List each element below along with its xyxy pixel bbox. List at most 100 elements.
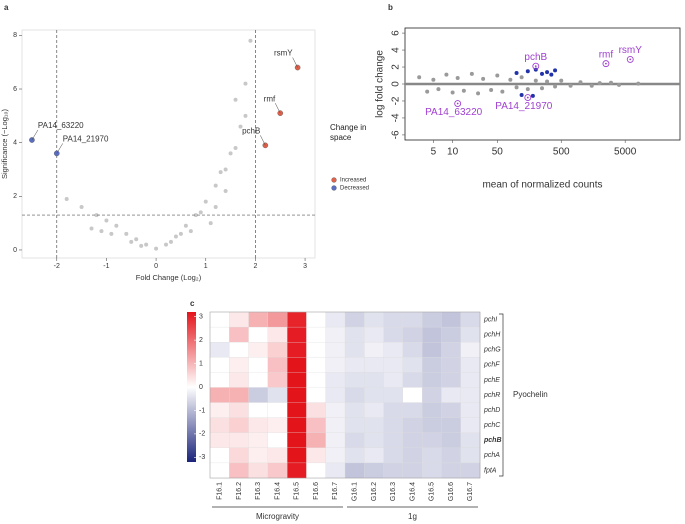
heat-cell (267, 417, 288, 434)
heat-cell (402, 432, 423, 449)
heat-cell (383, 402, 404, 418)
heat-cell (306, 326, 327, 343)
point (489, 87, 494, 92)
point (114, 223, 119, 228)
heat-cell (325, 462, 346, 479)
y-tick-label: -4 (391, 113, 402, 122)
x-tick-label: 5 (431, 147, 437, 158)
row-label: pchA (483, 452, 500, 459)
point (183, 223, 188, 228)
heat-cell (421, 342, 442, 358)
point (213, 205, 218, 210)
point-label: pchB (524, 52, 547, 63)
heat-cell (460, 311, 481, 328)
column-label: F16.7 (332, 482, 339, 500)
point-label: rsmY (619, 45, 643, 56)
heat-cell (286, 357, 307, 373)
heat-cell (286, 402, 307, 418)
heat-cell (267, 357, 288, 373)
heat-cell (229, 311, 249, 328)
marker-dot (534, 65, 537, 68)
heat-cell (402, 402, 423, 418)
heat-cell (286, 387, 307, 403)
heat-cell (383, 311, 404, 328)
point (636, 81, 641, 86)
heat-cell (248, 462, 269, 479)
heat-cell (286, 342, 307, 358)
heat-cell (306, 432, 327, 449)
heat-cell (383, 417, 404, 434)
point (519, 93, 524, 98)
point (525, 87, 530, 92)
heat-cell (248, 387, 269, 403)
heat-cell (421, 326, 442, 343)
column-label: F16.1 (216, 482, 223, 500)
heat-cell (209, 432, 230, 449)
heat-cell (325, 372, 346, 388)
point (228, 151, 233, 156)
heat-cell (364, 326, 384, 343)
heat-cell (229, 402, 249, 418)
color-bar (187, 312, 196, 462)
heat-cell (364, 462, 384, 479)
heat-cell (267, 432, 288, 449)
x-tick-label: -1 (103, 263, 109, 270)
point (243, 81, 248, 86)
point (559, 78, 564, 83)
point-label: PA14_21970 (495, 101, 553, 112)
point-label: rsmY (274, 49, 293, 58)
point (530, 93, 535, 98)
point (178, 231, 183, 236)
point (436, 87, 441, 92)
heat-cell (364, 417, 384, 434)
point (203, 199, 208, 204)
heat-cell (402, 372, 423, 388)
point (109, 231, 114, 236)
heat-cell (383, 447, 404, 464)
point (213, 183, 218, 188)
y-tick-label: 2 (391, 64, 402, 70)
row-label: pchI (483, 316, 497, 323)
marker (602, 60, 610, 68)
heat-cell (344, 357, 365, 373)
heat-cell (460, 357, 481, 373)
heat-cell (209, 342, 230, 358)
point (94, 213, 99, 218)
heat-cell (286, 432, 307, 449)
column-label: G16.3 (390, 482, 397, 501)
panel-label: c (190, 299, 195, 308)
point (545, 79, 550, 84)
heat-cell (383, 432, 404, 449)
heat-cell (441, 462, 462, 479)
row-label: pchC (483, 422, 501, 429)
row-group-label: Pyochelin (513, 390, 548, 399)
point (508, 77, 513, 82)
heat-cell (229, 342, 249, 358)
heat-cell (209, 447, 230, 464)
column-label: G16.1 (351, 482, 358, 501)
row-label: pchR (483, 392, 500, 399)
heat-cell (267, 311, 288, 328)
heat-cell (267, 372, 288, 388)
point (519, 75, 524, 80)
heat-cell (229, 372, 249, 388)
marker (532, 62, 540, 70)
y-axis-title: log fold change (375, 50, 386, 118)
x-tick-label: 50 (492, 147, 504, 158)
point (533, 78, 538, 83)
point (223, 188, 228, 193)
heat-cell (325, 311, 346, 328)
heat-cell (229, 417, 249, 434)
point (444, 72, 449, 77)
point (154, 246, 159, 251)
point (417, 75, 422, 80)
y-tick-label: 4 (391, 47, 402, 53)
point (188, 229, 193, 234)
heat-cell (421, 372, 442, 388)
marker (626, 55, 634, 63)
heat-cell (441, 342, 462, 358)
point (193, 213, 198, 218)
point (134, 237, 139, 242)
y-tick-label: 0 (13, 247, 17, 254)
